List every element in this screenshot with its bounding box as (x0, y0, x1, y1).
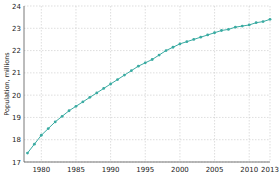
marker (102, 87, 105, 90)
tick-label: 2005 (206, 166, 224, 174)
marker (192, 38, 195, 41)
tick-label: 19 (12, 114, 21, 122)
grid-line (270, 6, 271, 162)
line (27, 19, 270, 153)
tick-label: 20 (12, 92, 21, 100)
marker (220, 29, 223, 32)
marker (227, 28, 230, 31)
chart: 17 18 19 20 21 22 23 24 1980 1985 1990 1995 2000 2005… (0, 0, 280, 175)
grid-line (249, 6, 250, 162)
marker (248, 24, 251, 27)
tick-label: 17 (12, 159, 21, 167)
tick-label: 1985 (67, 166, 85, 174)
grid-line (24, 162, 270, 163)
grid-line (41, 6, 42, 162)
marker (185, 40, 188, 43)
tick-label: 2000 (171, 166, 189, 174)
axis-label: Population, millions (3, 52, 11, 116)
marker (179, 42, 182, 45)
grid-line (145, 6, 146, 162)
marker (151, 58, 154, 61)
grid-line (75, 6, 76, 162)
marker (213, 31, 216, 34)
tick-label: 18 (12, 136, 21, 144)
marker (54, 120, 57, 123)
marker (26, 152, 29, 155)
plot-area (26, 18, 271, 155)
marker (199, 36, 202, 39)
marker (75, 105, 78, 108)
tick-label: 1990 (102, 166, 120, 174)
tick-label: 2013 (261, 166, 279, 174)
marker (33, 143, 36, 146)
y-axis (24, 6, 25, 162)
grid-line (24, 72, 270, 73)
tick-label: 1980 (32, 166, 50, 174)
grid-line (24, 95, 270, 96)
marker (262, 20, 265, 23)
grid-line (110, 6, 111, 162)
marker (40, 134, 43, 137)
marker (82, 100, 85, 103)
x-axis (24, 162, 270, 163)
marker (123, 74, 126, 77)
tick-label: 24 (12, 3, 21, 11)
marker (137, 65, 140, 68)
grid-line (24, 6, 270, 7)
marker (130, 69, 133, 72)
tick-label: 1995 (136, 166, 154, 174)
grid-line (179, 6, 180, 162)
grid-line (24, 50, 270, 51)
marker (144, 61, 147, 64)
marker (88, 96, 91, 99)
grid-line (214, 6, 215, 162)
tick-label: 22 (12, 47, 21, 55)
marker (234, 26, 237, 29)
marker (95, 92, 98, 95)
marker (68, 109, 71, 112)
tick-label: 21 (12, 69, 21, 77)
marker (269, 18, 272, 21)
marker (109, 83, 112, 86)
grid-line (24, 139, 270, 140)
marker (165, 49, 168, 52)
marker (158, 54, 161, 57)
marker (172, 46, 175, 49)
tick-label: 23 (12, 25, 21, 33)
tick-label: 2010 (240, 166, 258, 174)
marker (206, 34, 209, 37)
marker (47, 127, 50, 130)
marker (255, 21, 258, 24)
marker (116, 78, 119, 81)
marker (61, 115, 64, 118)
marker (241, 25, 244, 28)
